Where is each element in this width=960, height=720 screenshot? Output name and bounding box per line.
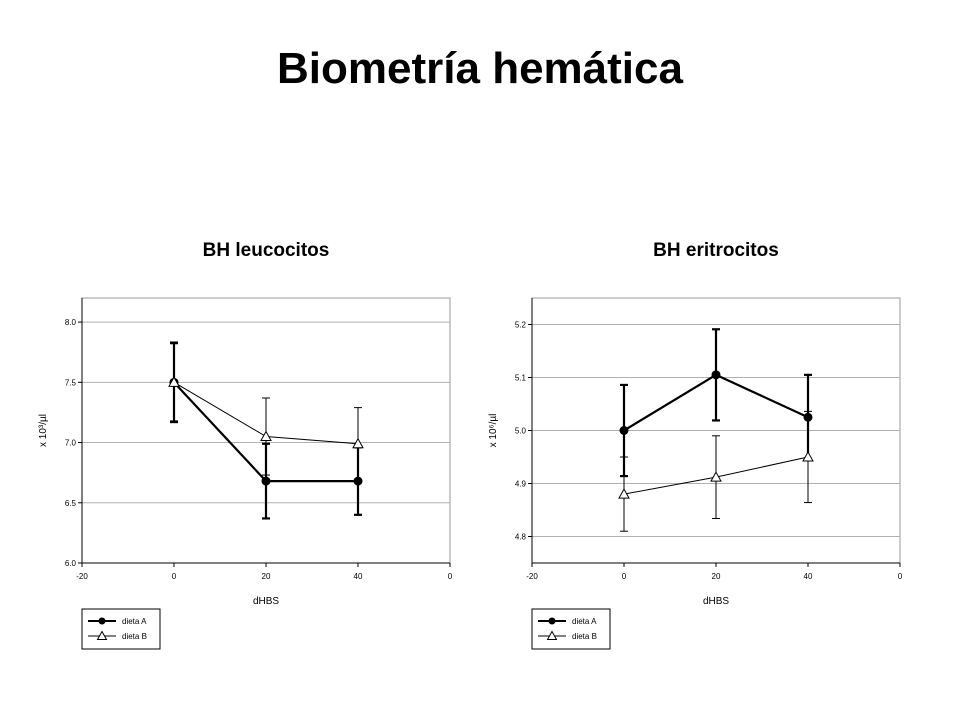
y-tick-label: 7.0: [65, 439, 77, 448]
y-tick-label: 5.1: [515, 374, 527, 383]
x-tick-label: 0: [622, 572, 627, 581]
data-point-dieta-b: [710, 471, 722, 482]
legend-box: [81, 608, 161, 650]
y-tick-label: 5.2: [515, 321, 527, 330]
legend-box: [531, 608, 611, 650]
x-tick-label: -20: [76, 572, 88, 581]
chart-title: BH eritrocitos: [653, 240, 779, 261]
y-tick-label: 5.0: [515, 427, 527, 436]
data-point-dieta-a: [711, 370, 721, 380]
data-point-dieta-b: [168, 376, 180, 387]
legend-marker-dieta-a: [548, 617, 556, 625]
y-axis-label: x 10³/µl: [38, 414, 49, 447]
chart-eritrocitos: BH eritrocitos 4.8 4.9 5.0 5.1 5.2 -20 0 20 40 0 dH…: [488, 240, 903, 650]
legend-label: dieta B: [122, 632, 147, 641]
x-tick-label: 40: [354, 572, 363, 581]
y-tick-label: 8.0: [65, 318, 77, 327]
y-tick-label: 6.0: [65, 559, 77, 568]
legend-label: dieta A: [572, 617, 597, 626]
y-tick-label: 4.8: [515, 533, 527, 542]
y-tick-label: 6.5: [65, 499, 77, 508]
x-tick-label: 0: [172, 572, 177, 581]
y-tick-label: 4.9: [515, 480, 527, 489]
legend-marker-dieta-a: [98, 617, 106, 625]
chart-leucocitos: BH leucocitos 6.0 6.5 7.0 7.5 8.0 -20 0 20 40 0 dHB…: [38, 240, 453, 650]
x-tick-label: 0: [448, 572, 453, 581]
x-axis-label: dHBS: [253, 596, 279, 607]
x-tick-label: 20: [712, 572, 721, 581]
data-point-dieta-b: [352, 437, 364, 449]
y-tick-label: 7.5: [65, 378, 77, 387]
page-title: Biometría hemática: [277, 44, 683, 93]
legend-label: dieta A: [122, 617, 147, 626]
data-point-dieta-a: [261, 476, 271, 486]
legend-marker-dieta-b: [96, 630, 108, 640]
data-point-dieta-b: [802, 450, 814, 462]
data-point-dieta-b: [618, 488, 630, 499]
data-point-dieta-a: [619, 426, 629, 435]
x-tick-label: 0: [898, 572, 903, 581]
x-tick-label: -20: [526, 572, 538, 581]
legend-label: dieta B: [572, 632, 597, 641]
y-axis-label: x 10⁶/µl: [488, 414, 499, 448]
x-tick-label: 20: [262, 572, 271, 581]
chart-title: BH leucocitos: [203, 240, 330, 261]
legend-marker-dieta-b: [546, 630, 558, 640]
data-point-dieta-b: [260, 430, 272, 442]
x-tick-label: 40: [804, 572, 813, 581]
x-axis-label: dHBS: [703, 596, 729, 607]
